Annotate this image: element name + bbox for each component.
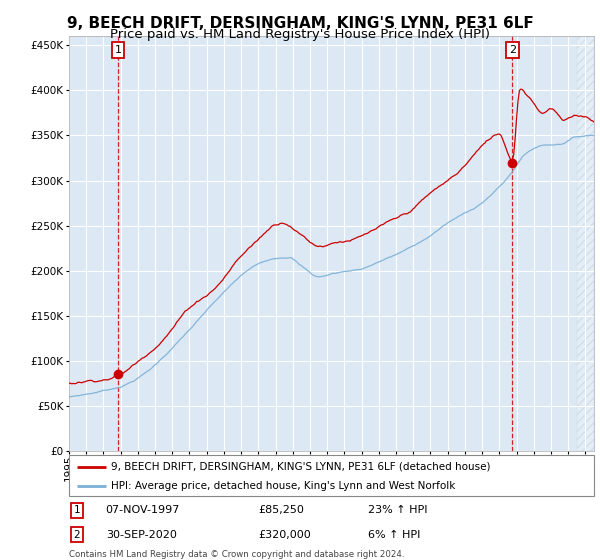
Text: 1: 1 [74, 505, 80, 515]
Text: 9, BEECH DRIFT, DERSINGHAM, KING'S LYNN, PE31 6LF: 9, BEECH DRIFT, DERSINGHAM, KING'S LYNN,… [67, 16, 533, 31]
Text: 2: 2 [509, 45, 516, 55]
Text: Price paid vs. HM Land Registry's House Price Index (HPI): Price paid vs. HM Land Registry's House … [110, 28, 490, 41]
Text: HPI: Average price, detached house, King's Lynn and West Norfolk: HPI: Average price, detached house, King… [111, 480, 455, 491]
Text: £85,250: £85,250 [258, 505, 304, 515]
Text: 6% ↑ HPI: 6% ↑ HPI [368, 530, 421, 539]
Text: 2: 2 [74, 530, 80, 539]
Text: 23% ↑ HPI: 23% ↑ HPI [368, 505, 428, 515]
Text: 30-SEP-2020: 30-SEP-2020 [106, 530, 176, 539]
Text: 9, BEECH DRIFT, DERSINGHAM, KING'S LYNN, PE31 6LF (detached house): 9, BEECH DRIFT, DERSINGHAM, KING'S LYNN,… [111, 461, 491, 472]
Text: Contains HM Land Registry data © Crown copyright and database right 2024.
This d: Contains HM Land Registry data © Crown c… [69, 550, 404, 560]
Text: £320,000: £320,000 [258, 530, 311, 539]
Text: 1: 1 [115, 45, 122, 55]
Text: 07-NOV-1997: 07-NOV-1997 [106, 505, 180, 515]
FancyBboxPatch shape [69, 455, 594, 496]
